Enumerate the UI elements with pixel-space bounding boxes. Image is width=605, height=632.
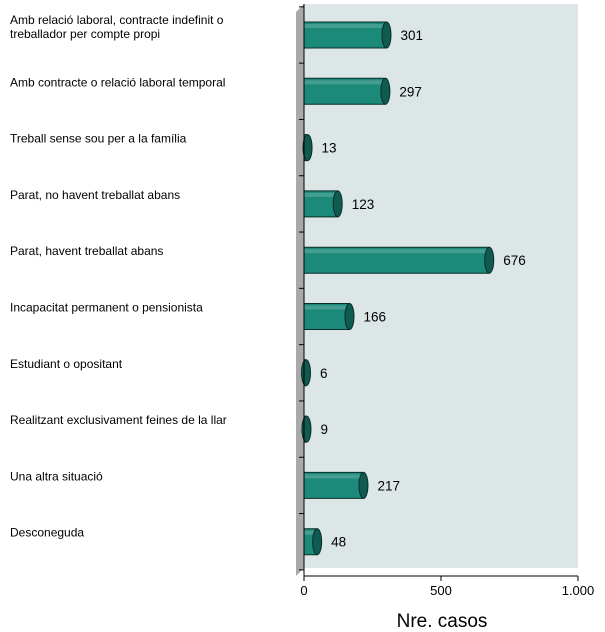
bar-cap xyxy=(332,190,343,218)
value-label: 9 xyxy=(320,422,328,437)
bar-highlight xyxy=(304,192,338,197)
bar xyxy=(301,359,311,387)
bar-cap xyxy=(381,21,392,49)
bar-highlight xyxy=(304,249,490,254)
category-label: Incapacitat permanent o pensionista xyxy=(10,301,203,315)
bar-highlight xyxy=(304,305,350,310)
category-label: Estudiant o opositant xyxy=(10,357,123,371)
value-label: 297 xyxy=(399,84,422,99)
bar-cap xyxy=(484,246,495,274)
x-tick-label: 1.000 xyxy=(562,583,595,598)
category-label: Una altra situació xyxy=(10,469,103,483)
value-label: 48 xyxy=(331,535,346,550)
bar xyxy=(302,134,313,162)
bar-highlight xyxy=(304,24,387,28)
category-label: Amb contracte o relació laboral temporal xyxy=(10,75,225,89)
bar-cap xyxy=(312,528,323,556)
category-label: treballador per compte propi xyxy=(10,27,160,41)
value-labels: 301 297 13 123 676 166 6 9 217 48 xyxy=(320,28,526,550)
value-label: 676 xyxy=(503,253,526,268)
x-axis-ticks: 0 500 1.000 xyxy=(299,6,595,598)
bar xyxy=(303,303,355,330)
bar-highlight xyxy=(304,80,386,85)
x-axis: 0 500 1.000 xyxy=(299,4,594,598)
bar-highlight xyxy=(304,530,318,535)
category-label: Treball sense sou per a la família xyxy=(10,132,187,146)
category-label: Desconeguda xyxy=(10,526,84,540)
bars xyxy=(301,21,495,556)
x-tick-label: 0 xyxy=(300,583,307,598)
plot-side-wall xyxy=(296,4,304,576)
value-label: 123 xyxy=(352,197,375,212)
bar-cap xyxy=(380,77,391,105)
bar-cap xyxy=(301,359,311,387)
category-labels: Amb relació laboral, contracte indefinit… xyxy=(10,13,227,540)
bar-highlight xyxy=(304,474,364,479)
value-label: 13 xyxy=(322,141,337,156)
bar-cap xyxy=(301,415,312,443)
x-tick-label: 500 xyxy=(430,583,452,598)
category-label: Parat, havent treballat abans xyxy=(10,244,163,258)
bar xyxy=(303,528,323,556)
bar-cap xyxy=(344,303,355,330)
value-label: 166 xyxy=(363,310,386,325)
value-label: 217 xyxy=(377,478,400,493)
plot-area xyxy=(296,4,578,576)
bar xyxy=(303,471,369,499)
value-label: 6 xyxy=(320,366,328,381)
bar-cap xyxy=(358,471,369,499)
category-label: Amb relació laboral, contracte indefinit… xyxy=(10,13,224,27)
bar xyxy=(303,190,343,218)
bar xyxy=(301,415,312,443)
x-axis-title: Nre. casos xyxy=(397,611,488,632)
bar xyxy=(303,77,391,105)
bar xyxy=(303,21,392,49)
value-label: 301 xyxy=(400,28,423,43)
plot-back-wall xyxy=(304,4,578,568)
bar xyxy=(303,246,495,274)
category-label: Parat, no havent treballat abans xyxy=(10,188,180,202)
category-label: Realitzant exclusivament feines de la ll… xyxy=(10,413,227,427)
bar-cap xyxy=(302,134,313,162)
